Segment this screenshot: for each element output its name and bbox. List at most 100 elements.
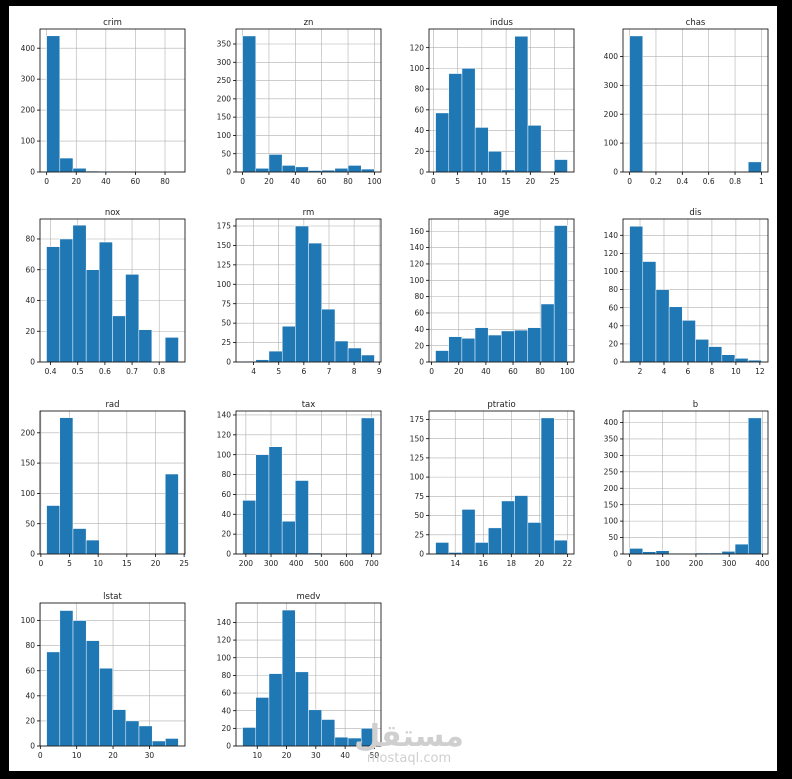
x-tick-label: 0.6	[703, 177, 715, 186]
x-tick-label: 6	[301, 367, 306, 376]
bar	[474, 327, 489, 363]
x-tick-label: 0.2	[650, 177, 662, 186]
x-tick-label: 12	[755, 367, 765, 376]
bar	[527, 522, 542, 555]
bar	[295, 671, 309, 747]
x-tick-label: 1	[759, 177, 764, 186]
x-tick-label: 0.7	[126, 367, 138, 376]
bar	[242, 727, 257, 747]
x-tick-label: 500	[314, 559, 329, 568]
y-tick-label: 60	[221, 490, 231, 499]
axes-frame	[622, 218, 769, 363]
axes-frame	[235, 410, 382, 555]
bar	[72, 620, 87, 747]
bar	[360, 417, 375, 555]
bar	[360, 728, 375, 747]
bar	[98, 241, 113, 363]
bar	[321, 308, 336, 363]
x-tick-label: 20	[535, 559, 545, 568]
x-tick-label: 0.4	[45, 367, 57, 376]
axes-frame	[622, 410, 769, 555]
y-tick-label: 120	[410, 260, 425, 269]
y-tick-label: 40	[608, 321, 618, 330]
y-tick-label: 400	[604, 52, 619, 61]
x-tick-label: 4	[251, 367, 256, 376]
y-tick-label: 100	[21, 616, 36, 625]
axes-frame	[428, 410, 575, 555]
bar	[682, 320, 696, 363]
y-tick-label: 100	[410, 473, 425, 482]
x-tick-label: 400	[289, 559, 304, 568]
x-tick-label: 0	[627, 177, 632, 186]
bar	[527, 327, 542, 363]
bar	[164, 473, 179, 555]
y-tick-label: 400	[21, 44, 36, 53]
y-tick-label: 75	[414, 492, 424, 501]
y-tick-label: 125	[410, 453, 425, 462]
bar	[59, 157, 74, 173]
bar	[347, 737, 362, 747]
bar	[46, 35, 61, 173]
x-tick-label: 0	[38, 559, 43, 568]
x-tick-label: 0	[240, 177, 245, 186]
chart-title: lstat	[103, 592, 122, 602]
x-tick-label: 10	[93, 559, 103, 568]
x-tick-label: 200	[689, 559, 704, 568]
y-tick-label: 80	[25, 235, 35, 244]
bar	[164, 337, 179, 363]
chart-title: age	[494, 208, 510, 218]
figure-panel: 0 20 40 60 80 0 100 200 300 400 crim 0 20 40 60 80 100 0 5…	[9, 6, 777, 771]
y-tick-label: 20	[221, 530, 231, 539]
x-tick-label: 20	[526, 177, 536, 186]
y-tick-label: 50	[221, 319, 231, 328]
x-tick-label: 10	[731, 367, 741, 376]
bar	[540, 303, 555, 363]
y-tick-label: 80	[608, 285, 618, 294]
y-tick-label: 60	[25, 265, 35, 274]
bar	[514, 495, 529, 555]
bar	[72, 224, 87, 363]
x-tick-label: 5	[276, 367, 281, 376]
bar	[734, 543, 749, 555]
y-tick-label: 80	[414, 85, 424, 94]
bar	[72, 528, 87, 555]
x-tick-label: 20	[454, 367, 464, 376]
bar	[553, 539, 568, 555]
bar	[553, 225, 568, 363]
y-tick-label: 175	[410, 415, 425, 424]
y-tick-label: 40	[25, 691, 35, 700]
y-tick-label: 50	[608, 533, 618, 542]
axes-frame	[622, 28, 769, 173]
bar	[734, 358, 749, 363]
y-tick-label: 0	[30, 550, 35, 559]
y-tick-label: 200	[21, 428, 36, 437]
y-tick-label: 40	[221, 510, 231, 519]
x-tick-label: 400	[755, 559, 770, 568]
bar	[308, 709, 322, 747]
x-tick-label: 40	[481, 367, 491, 376]
chart-title: dis	[689, 208, 702, 218]
bar	[655, 550, 670, 555]
histogram-chas: 0 0.2 0.4 0.6 0.8 1 0 100 200 300 400 chas	[604, 18, 769, 186]
histogram-rm: 4 5 6 7 8 9 0 25 50 75 100 125 150 175 rm	[217, 208, 382, 376]
bar	[514, 36, 529, 173]
y-tick-label: 100	[21, 489, 36, 498]
bar	[747, 417, 762, 555]
bar	[540, 417, 555, 555]
y-tick-label: 300	[604, 451, 619, 460]
bar	[554, 159, 568, 173]
x-tick-label: 8	[710, 367, 715, 376]
bar	[138, 329, 153, 363]
y-tick-label: 100	[604, 139, 619, 148]
y-tick-label: 20	[25, 327, 35, 336]
bar	[308, 242, 322, 363]
bar	[448, 73, 463, 173]
bar	[165, 738, 179, 747]
y-tick-label: 100	[217, 653, 232, 662]
bar	[255, 454, 270, 555]
y-tick-label: 200	[21, 106, 36, 115]
bar	[695, 339, 709, 363]
axes-frame	[235, 602, 382, 747]
x-tick-label: 9	[377, 367, 382, 376]
y-tick-label: 0	[226, 358, 231, 367]
